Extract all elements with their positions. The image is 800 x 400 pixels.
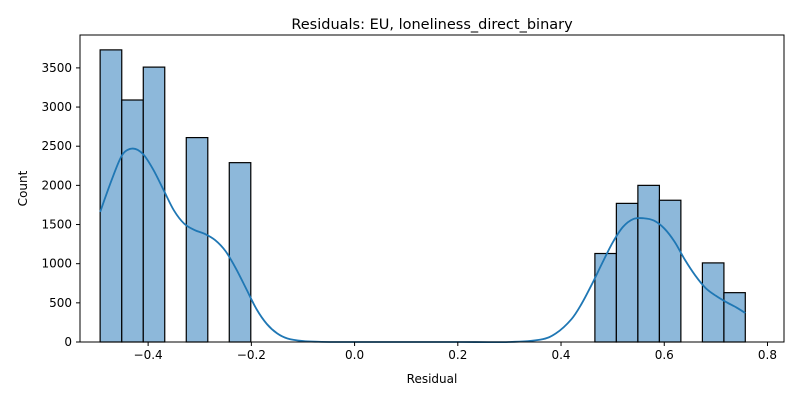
y-tick-label: 3000 xyxy=(41,100,72,114)
y-tick-label: 2000 xyxy=(41,178,72,192)
y-tick-label: 0 xyxy=(64,335,72,349)
histogram-bar xyxy=(142,66,166,343)
x-tick-label: 0.0 xyxy=(345,348,364,362)
histogram-bar xyxy=(615,202,639,343)
x-tick-label: 0.2 xyxy=(448,348,467,362)
y-tick-label: 3500 xyxy=(41,61,72,75)
histogram-bar xyxy=(658,199,682,343)
bars-layer xyxy=(99,49,746,343)
histogram-bar xyxy=(701,262,725,343)
plot-frame xyxy=(79,34,785,343)
y-tick-label: 500 xyxy=(49,296,72,310)
y-tick-label: 1000 xyxy=(41,257,72,271)
y-tick-label: 2500 xyxy=(41,139,72,153)
x-tick-label: 0.4 xyxy=(551,348,570,362)
x-tick-label: 0.6 xyxy=(655,348,674,362)
x-tick-label: 0.8 xyxy=(758,348,777,362)
histogram-bar xyxy=(228,162,252,343)
x-axis-label: Residual xyxy=(407,372,458,386)
chart-title: Residuals: EU, loneliness_direct_binary xyxy=(291,17,573,33)
y-axis-ticks: 0 500 1000 1500 2000 2500 3000 3500 xyxy=(41,61,80,349)
histogram-bar xyxy=(121,99,144,343)
histogram-bar xyxy=(594,252,617,343)
histogram-bar xyxy=(99,49,123,343)
y-tick-label: 1500 xyxy=(41,218,72,232)
histogram-bar xyxy=(637,184,661,343)
x-axis-ticks: −0.4 −0.2 0.0 0.2 0.4 0.6 0.8 xyxy=(134,342,777,362)
x-tick-label: −0.2 xyxy=(237,348,266,362)
y-axis-label: Count xyxy=(16,170,30,206)
histogram-bar xyxy=(185,136,209,343)
histogram-bar xyxy=(723,292,746,343)
x-tick-label: −0.4 xyxy=(134,348,163,362)
